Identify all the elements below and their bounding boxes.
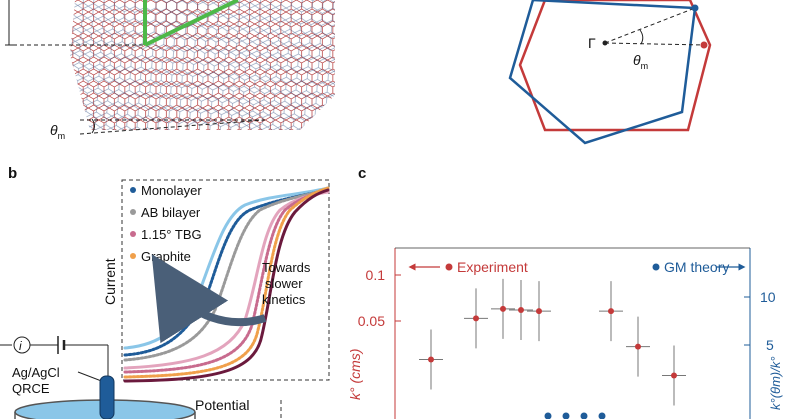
brillouin-zone-red	[518, 0, 712, 132]
brillouin-zone-blue	[508, 0, 697, 145]
slower-kinetics-arrow	[151, 254, 267, 344]
experiment-point	[608, 308, 614, 315]
panel-label-c: c	[358, 165, 367, 182]
legend-experiment: Experiment	[457, 259, 528, 275]
experiment-point	[635, 343, 641, 350]
experiment-point	[428, 356, 434, 363]
experiment-point	[518, 307, 524, 314]
theory-point	[562, 412, 570, 419]
right-axis-title: k°(θm)/k°	[768, 356, 783, 410]
right-tick-5: 5	[766, 337, 774, 353]
current-symbol: i	[19, 339, 22, 353]
chart-c: 0.1 0.05 10 5 k° (cms) k°(θm)/k° Experim…	[347, 247, 783, 419]
electrochemical-cell: i Ag/AgCl QRCE	[0, 336, 196, 419]
annotation-line-3: kinetics	[262, 292, 306, 307]
lattice-theta-label: θm	[50, 122, 65, 141]
experiment-point	[536, 308, 542, 315]
legend-tbg: 1.15° TBG	[141, 227, 202, 242]
current-axis-label: Current	[102, 258, 118, 305]
legend-ab-bilayer: AB bilayer	[141, 205, 201, 220]
potential-axis-label: Potential	[195, 397, 249, 413]
right-tick-10: 10	[760, 289, 776, 305]
bz-angle-construction	[602, 4, 708, 49]
electrode-label-1: Ag/AgCl	[12, 365, 60, 380]
left-tick-0.05: 0.05	[358, 313, 385, 329]
moire-lattice	[70, 0, 335, 130]
panel-label-b: b	[8, 165, 18, 182]
bz-theta-label: θm	[633, 52, 648, 71]
length-marker	[5, 0, 145, 46]
legend-monolayer: Monolayer	[141, 183, 202, 198]
experiment-point	[473, 315, 479, 322]
cv-legend: Monolayer AB bilayer 1.15° TBG Graphite	[130, 183, 202, 264]
left-axis-title: k° (cms)	[347, 349, 363, 400]
experiment-point	[500, 305, 506, 312]
legend-gm-theory: GM theory	[664, 259, 729, 275]
moire-unit-cell	[143, 0, 239, 47]
theory-point	[580, 412, 588, 419]
annotation-line-1: Towards	[262, 260, 311, 275]
lattice-angle-marker	[79, 118, 266, 135]
theory-point	[598, 412, 606, 419]
electrode-label-2: QRCE	[12, 381, 50, 396]
theory-point	[544, 412, 552, 419]
zoom-box	[121, 179, 330, 381]
chart-marks	[419, 278, 686, 419]
annotation-line-2: slower	[265, 276, 303, 291]
gamma-label: Γ	[588, 35, 596, 51]
experiment-point	[671, 372, 677, 379]
legend-graphite: Graphite	[141, 249, 191, 264]
left-tick-0.1: 0.1	[366, 267, 386, 283]
